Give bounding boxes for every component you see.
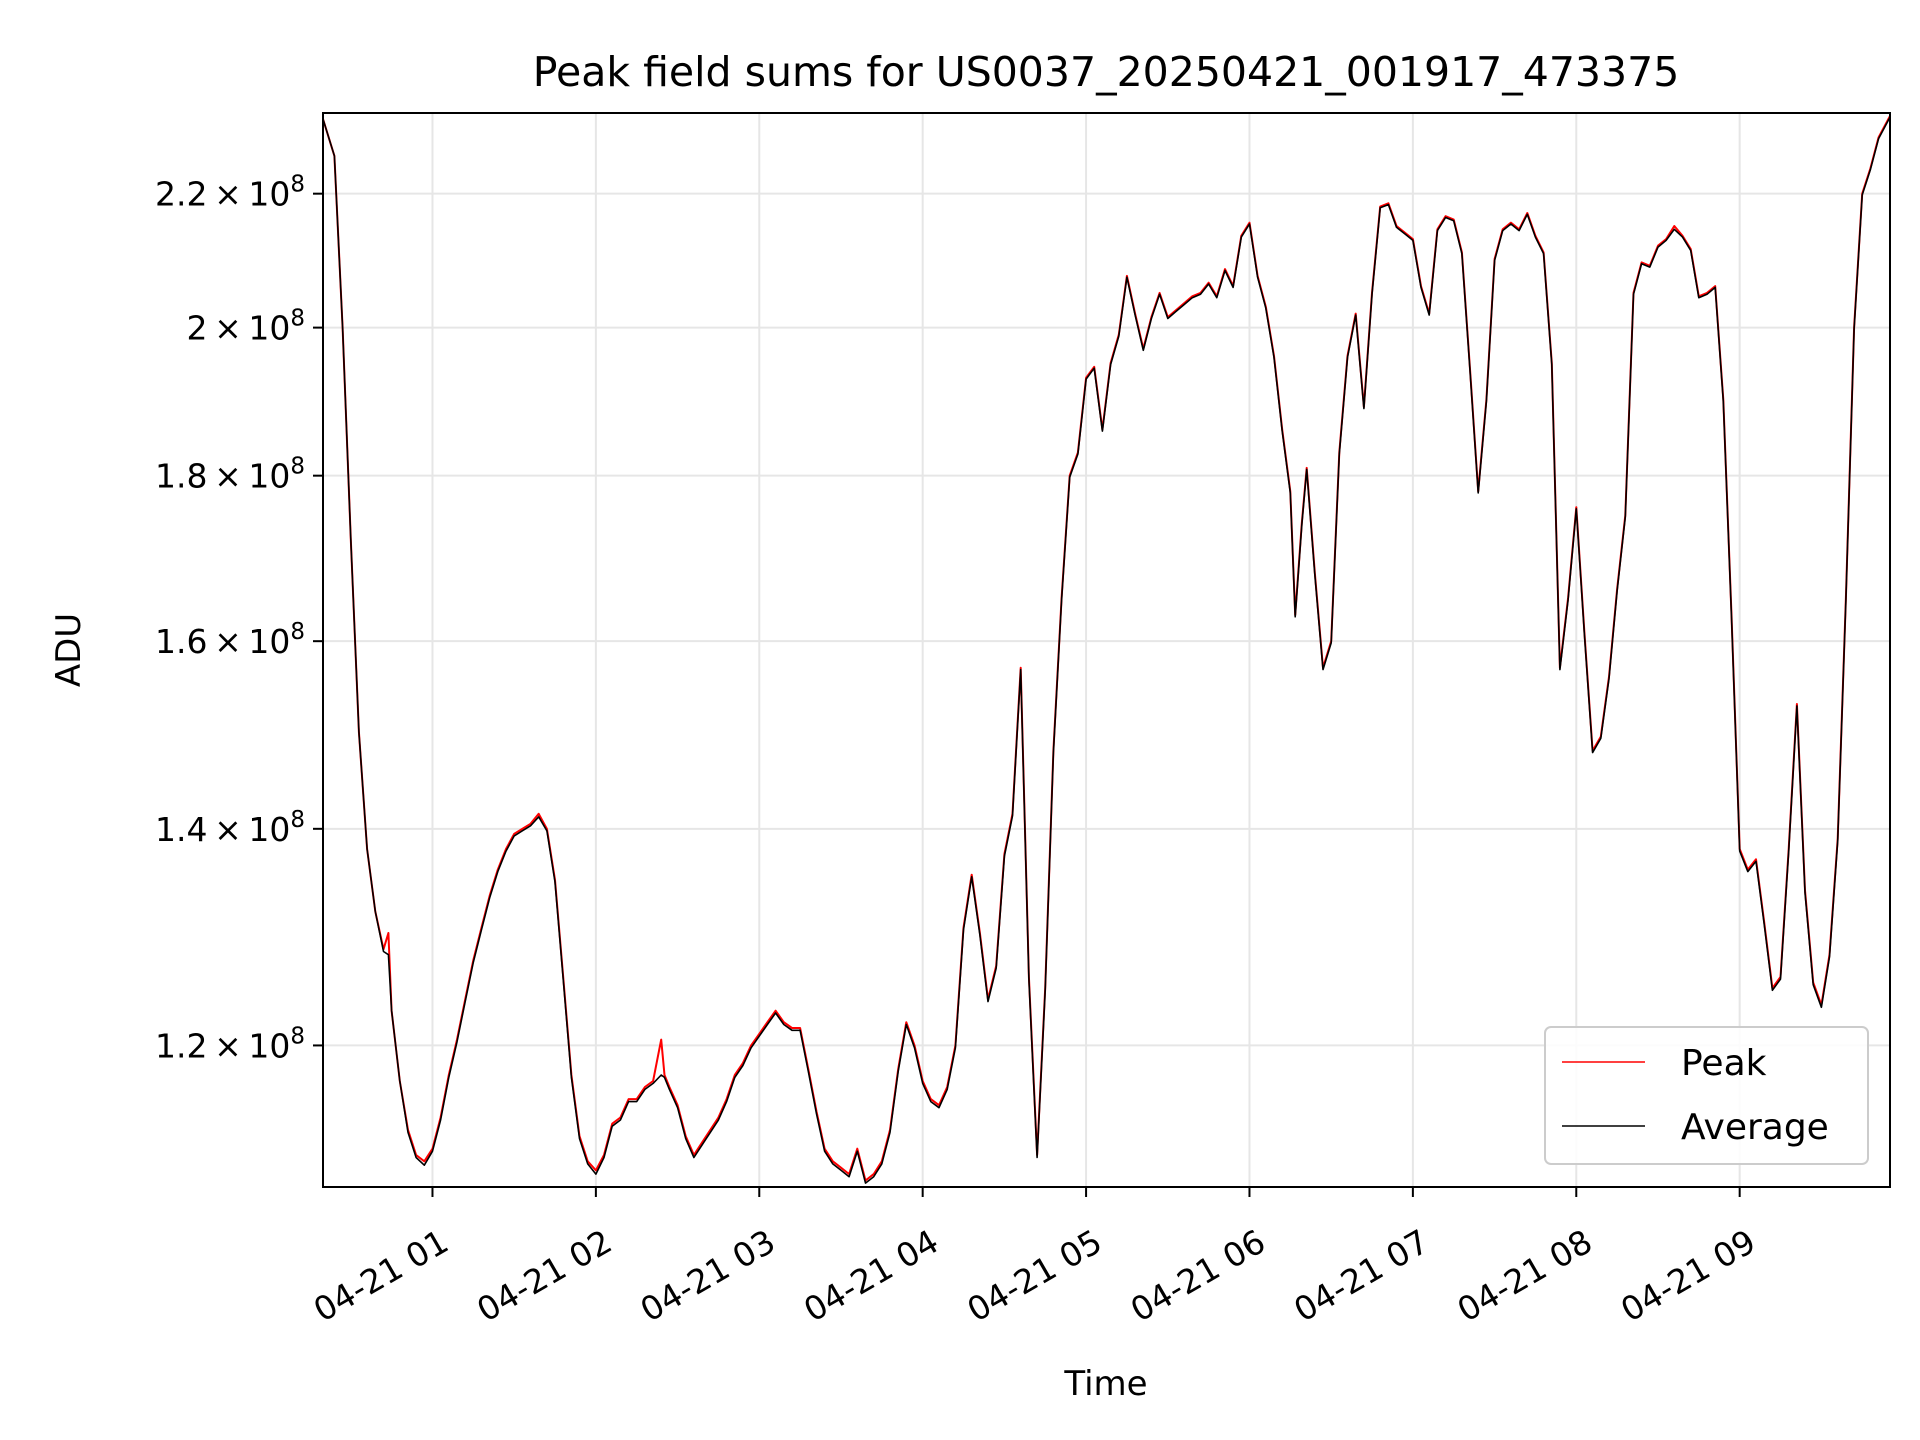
- legend: Peak Average: [1544, 1026, 1869, 1165]
- y-axis-ticks: 1.2 × 108 1.4 × 108 1.6 × 108 1.8 × 108 2 × …: [155, 172, 323, 1065]
- grid: [323, 113, 1890, 1187]
- legend-label-average: Average: [1681, 1107, 1829, 1148]
- series-layer: [323, 115, 1890, 1184]
- y-axis-title: ADU: [49, 613, 89, 687]
- y-tick-label: 1.6 × 108: [155, 619, 305, 661]
- plot-frame: [322, 112, 1891, 1188]
- chart-title: Peak field sums for US0037_20250421_0019…: [533, 48, 1680, 96]
- y-tick-label: 2.2 × 108: [155, 172, 305, 214]
- y-tick-label: 1.2 × 108: [155, 1023, 305, 1065]
- legend-label-peak: Peak: [1681, 1043, 1767, 1084]
- y-tick-label: 2 × 108: [187, 306, 305, 348]
- series-line-average: [323, 116, 1890, 1184]
- x-axis-title: Time: [1063, 1364, 1147, 1404]
- y-tick-label: 1.8 × 108: [155, 454, 305, 496]
- y-tick-label: 1.4 × 108: [155, 807, 305, 849]
